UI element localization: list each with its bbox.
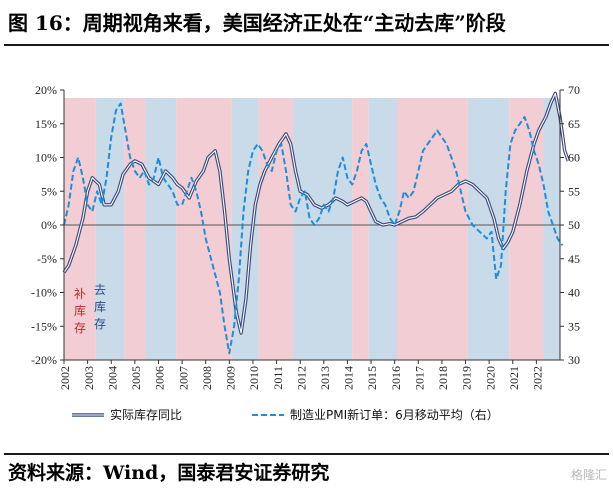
x-tick-label: 2002 xyxy=(58,366,72,390)
x-tick-label: 2017 xyxy=(412,366,426,390)
x-tick-label: 2007 xyxy=(176,366,190,390)
phase-bands xyxy=(64,98,560,360)
x-tick-label: 2006 xyxy=(153,366,167,390)
legend-label-pmi: 制造业PMI新订单：6月移动平均（右） xyxy=(290,407,499,422)
x-tick-label: 2016 xyxy=(389,366,403,390)
source-note: 资料来源：Wind，国泰君安证券研究 xyxy=(8,462,330,484)
inventory-pmi-chart: 20% 15% 10% 5% 0% -5% -10% -15% -20% 70 65 60 55 50 45… xyxy=(31,83,580,422)
left-tick-label: -5% xyxy=(37,252,57,266)
phase-band-destock xyxy=(95,98,125,360)
x-tick-label: 2013 xyxy=(318,366,332,390)
right-tick-label: 65 xyxy=(568,117,580,131)
phase-annotation-char: 库 xyxy=(74,303,86,318)
phase-band-restock xyxy=(258,98,294,360)
watermark: 格隆汇 xyxy=(570,468,607,482)
phase-band-restock xyxy=(397,98,468,360)
left-tick-label: 0% xyxy=(41,218,57,232)
x-tick-label: 2012 xyxy=(294,366,308,390)
series-line-pmi xyxy=(63,102,564,355)
x-tick-label: 2015 xyxy=(365,366,379,390)
legend-label-inventory: 实际库存同比 xyxy=(110,407,182,422)
right-tick-label: 45 xyxy=(568,252,580,266)
x-tick-label: 2022 xyxy=(531,366,545,390)
phase-band-destock xyxy=(293,98,353,360)
x-tick-label: 2011 xyxy=(271,366,285,390)
x-tick-label: 2005 xyxy=(129,366,143,390)
phase-band-destock xyxy=(231,98,259,360)
phase-annotation-char: 补 xyxy=(74,287,86,301)
legend: 实际库存同比 制造业PMI新订单：6月移动平均（右） xyxy=(72,407,499,422)
phase-band-restock xyxy=(352,98,369,360)
series-lines xyxy=(62,91,570,355)
figure-title: 图 16：周期视角来看，美国经济正处在“主动去库”阶段 xyxy=(8,11,506,35)
x-tick-label: 2008 xyxy=(200,366,214,390)
phase-band-destock xyxy=(145,98,177,360)
left-tick-label: -15% xyxy=(31,319,57,333)
left-tick-label: -20% xyxy=(31,353,57,367)
x-tick-label: 2014 xyxy=(342,366,356,390)
footer-divider xyxy=(4,453,609,455)
x-tick-label: 2010 xyxy=(247,366,261,390)
left-tick-label: 5% xyxy=(41,184,57,198)
phase-annotation-char: 存 xyxy=(94,317,106,331)
x-tick-label: 2009 xyxy=(224,366,238,390)
phase-annotation-char: 存 xyxy=(74,321,86,335)
phase-annotations: 补库存 去库存 xyxy=(74,283,106,335)
x-tick-label: 2021 xyxy=(507,366,521,390)
right-tick-label: 50 xyxy=(568,218,580,232)
right-tick-label: 30 xyxy=(568,353,580,367)
x-tick-label: 2018 xyxy=(436,366,450,390)
x-tick-label: 2003 xyxy=(82,366,96,390)
title-divider xyxy=(4,44,609,46)
left-tick-label: 20% xyxy=(35,83,57,97)
x-tick-label: 2004 xyxy=(105,366,119,390)
x-tick-label: 2020 xyxy=(483,366,497,390)
phase-band-destock xyxy=(368,98,398,360)
right-tick-label: 55 xyxy=(568,184,580,198)
series-line-inventory-inner xyxy=(63,92,569,334)
right-tick-label: 40 xyxy=(568,286,580,300)
right-tick-label: 35 xyxy=(568,319,580,333)
right-tick-label: 70 xyxy=(568,83,580,97)
left-tick-label: 15% xyxy=(35,117,57,131)
right-tick-label: 60 xyxy=(568,151,580,165)
axes: 20% 15% 10% 5% 0% -5% -10% -15% -20% 70 65 60 55 50 45… xyxy=(31,83,580,390)
phase-band-destock xyxy=(543,98,560,360)
left-tick-label: -10% xyxy=(31,286,57,300)
phase-annotation-char: 库 xyxy=(94,299,106,314)
phase-annotation-char: 去 xyxy=(94,283,106,297)
left-tick-label: 10% xyxy=(35,151,57,165)
x-tick-label: 2019 xyxy=(460,366,474,390)
